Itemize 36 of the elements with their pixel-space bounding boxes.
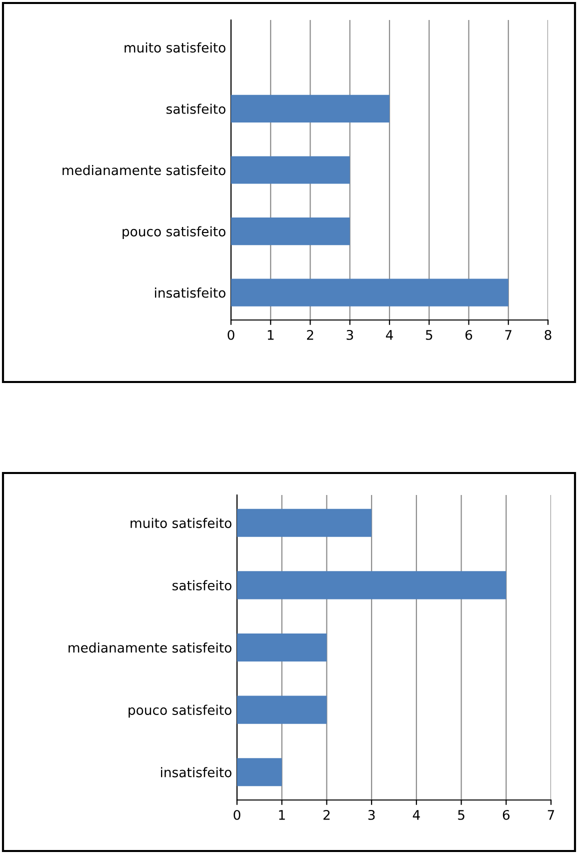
bar bbox=[231, 156, 350, 184]
x-tick-label: 5 bbox=[458, 810, 464, 820]
x-tick-label: 4 bbox=[412, 810, 420, 820]
x-tick-label: 5 bbox=[426, 330, 432, 340]
x-tick-label: 7 bbox=[548, 810, 554, 820]
y-tick-label: insatisfeito bbox=[161, 767, 232, 778]
x-tick-label: 4 bbox=[386, 330, 393, 340]
bar bbox=[237, 508, 372, 537]
bar bbox=[231, 217, 350, 246]
y-tick-label: satisfeito bbox=[166, 104, 226, 114]
x-tick-label: 1 bbox=[279, 810, 285, 820]
x-tick-label: 0 bbox=[234, 810, 240, 820]
y-tick-label: muito satisfeito bbox=[124, 42, 226, 53]
x-tick-label: 2 bbox=[307, 330, 314, 340]
x-tick-label: 6 bbox=[465, 330, 472, 340]
bar bbox=[231, 278, 508, 306]
x-tick-label: 8 bbox=[544, 330, 552, 340]
bar bbox=[237, 571, 506, 600]
x-tick-label: 3 bbox=[368, 810, 375, 820]
bar bbox=[237, 696, 327, 724]
x-tick-label: 3 bbox=[346, 330, 354, 340]
x-tick-label: 6 bbox=[502, 810, 510, 820]
y-tick-label: pouco satisfeito bbox=[128, 704, 232, 718]
y-tick-label: pouco satisfeito bbox=[122, 226, 226, 240]
y-tick-label: medianamente satisfeito bbox=[68, 642, 232, 653]
x-tick-label: 1 bbox=[268, 330, 274, 340]
bar bbox=[237, 758, 282, 786]
y-tick-label: insatisfeito bbox=[155, 288, 226, 298]
x-tick-label: 0 bbox=[228, 330, 234, 340]
y-tick-label: muito satisfeito bbox=[130, 518, 232, 528]
x-tick-label: 7 bbox=[505, 330, 512, 340]
bar bbox=[231, 94, 390, 123]
x-tick-label: 2 bbox=[323, 810, 330, 820]
y-tick-label: medianamente satisfeito bbox=[62, 164, 226, 176]
y-tick-label: satisfeito bbox=[172, 580, 232, 590]
bar bbox=[237, 633, 327, 662]
